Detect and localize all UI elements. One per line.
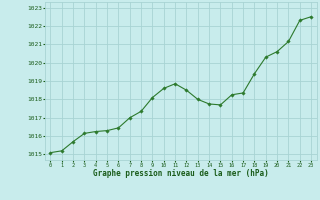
X-axis label: Graphe pression niveau de la mer (hPa): Graphe pression niveau de la mer (hPa) [93, 169, 269, 178]
